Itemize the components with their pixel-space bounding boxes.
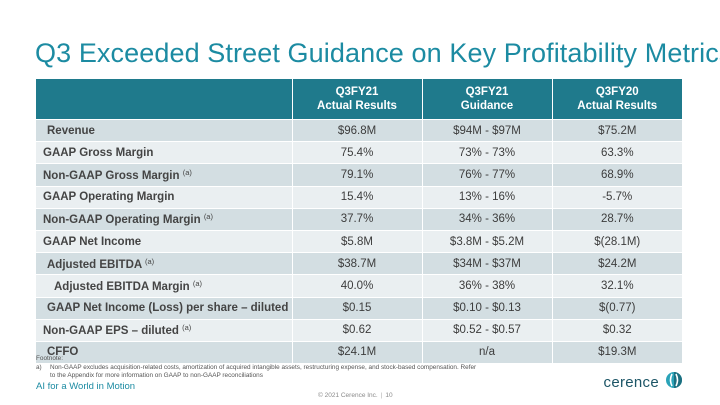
table-row: Non-GAAP EPS – diluted (a) $0.62 $0.52 -…	[36, 318, 682, 342]
cell-value: $94M - $97M	[422, 118, 553, 142]
footnote-heading: Footnote:	[36, 355, 64, 362]
table-row: Revenue $96.8M $94M - $97M $75.2M	[36, 118, 682, 142]
cell-value: 63.3%	[552, 141, 682, 164]
page-number: 10	[385, 392, 393, 399]
row-label: Revenue	[36, 118, 293, 142]
cell-value: 68.9%	[552, 163, 682, 187]
row-label: Non-GAAP Gross Margin (a)	[36, 163, 293, 187]
copyright: © 2021 Cerence Inc. | 10	[318, 392, 393, 399]
row-label: Non-GAAP EPS – diluted (a)	[36, 318, 293, 342]
footnote-ref: (a)	[182, 167, 192, 177]
cell-value: $(28.1M)	[552, 229, 682, 253]
cell-value: 79.1%	[292, 163, 423, 187]
cell-value: 37.7%	[292, 207, 423, 231]
cell-value: $0.10 - $0.13	[422, 296, 553, 320]
row-label: Adjusted EBITDA Margin (a)	[36, 274, 293, 297]
footnote-marker: a)	[36, 364, 42, 371]
cerence-logo: cerence	[604, 371, 683, 394]
header-q3fy20-actual: Q3FY20 Actual Results	[552, 79, 682, 120]
footnote-line: a) Non-GAAP excludes acquisition-related …	[36, 364, 477, 371]
cell-value: 73% - 73%	[422, 141, 553, 164]
tagline: AI for a World in Motion	[36, 381, 136, 392]
header-q3fy21-actual: Q3FY21 Actual Results	[292, 79, 423, 120]
cell-value: 75.4%	[292, 141, 423, 164]
page-title: Q3 Exceeded Street Guidance on Key Profi…	[35, 38, 720, 68]
table-row: GAAP Net Income $5.8M $3.8M - $5.2M $(28…	[36, 229, 682, 253]
cell-value: $75.2M	[552, 118, 682, 142]
cell-value: 34% - 36%	[422, 207, 553, 231]
cell-value: 32.1%	[552, 274, 682, 297]
cell-value: n/a	[422, 340, 553, 364]
row-label: Adjusted EBITDA (a)	[36, 252, 293, 275]
cell-value: $0.62	[292, 318, 423, 342]
cell-value: 15.4%	[292, 185, 423, 209]
metrics-table: Q3FY21 Actual Results Q3FY21 Guidance Q3FY…	[36, 79, 682, 364]
header-q3fy21-guidance: Q3FY21 Guidance	[422, 79, 553, 120]
footnote-line-continued: to the Appendix for more information on …	[50, 372, 263, 379]
table-row: GAAP Gross Margin 75.4% 73% - 73% 63.3%	[36, 141, 682, 164]
row-label: CFFO	[36, 340, 293, 364]
cell-value: 13% - 16%	[422, 185, 553, 209]
row-label: Non-GAAP Operating Margin (a)	[36, 207, 293, 231]
cell-value: $24.2M	[552, 252, 682, 275]
row-label: GAAP Operating Margin	[36, 185, 293, 209]
table-row: CFFO $24.1M n/a $19.3M	[36, 340, 682, 364]
header-metric	[36, 79, 293, 120]
cell-value: $0.52 - $0.57	[422, 318, 553, 342]
cell-value: $0.32	[552, 318, 682, 342]
cell-value: $24.1M	[292, 340, 423, 364]
footnote-ref: (a)	[144, 256, 155, 266]
table-row: Non-GAAP Operating Margin (a) 37.7% 34% …	[36, 207, 682, 231]
table-row: Non-GAAP Gross Margin (a) 79.1% 76% - 77…	[36, 163, 682, 187]
cerence-logo-icon	[665, 371, 683, 394]
cell-value: $96.8M	[292, 118, 423, 142]
cell-value: $34M - $37M	[422, 252, 553, 275]
footnote-ref: (a)	[182, 323, 192, 333]
footnote-ref: (a)	[203, 212, 213, 222]
cell-value: 76% - 77%	[422, 163, 553, 187]
row-label: GAAP Net Income (Loss) per share – dilut…	[36, 296, 293, 320]
table-header-row: Q3FY21 Actual Results Q3FY21 Guidance Q3FY…	[36, 79, 682, 120]
table-row: Adjusted EBITDA Margin (a) 40.0% 36% - 3…	[36, 274, 682, 297]
cell-value: -5.7%	[552, 185, 682, 209]
cell-value: 36% - 38%	[422, 274, 553, 297]
cell-value: $3.8M - $5.2M	[422, 229, 553, 253]
logo-wordmark: cerence	[603, 374, 659, 391]
cell-value: $0.15	[292, 296, 423, 320]
cell-value: $38.7M	[292, 252, 423, 275]
cell-value: $19.3M	[552, 340, 682, 364]
cell-value: $(0.77)	[552, 296, 682, 320]
footnote-ref: (a)	[192, 278, 203, 288]
row-label: GAAP Net Income	[36, 229, 293, 253]
table-row: GAAP Net Income (Loss) per share – dilut…	[36, 296, 682, 320]
cell-value: $5.8M	[292, 229, 423, 253]
cell-value: 28.7%	[552, 207, 682, 231]
cell-value: 40.0%	[292, 274, 423, 297]
table-row: GAAP Operating Margin 15.4% 13% - 16% -5…	[36, 185, 682, 209]
table-row: Adjusted EBITDA (a) $38.7M $34M - $37M $…	[36, 252, 682, 275]
row-label: GAAP Gross Margin	[36, 141, 293, 164]
